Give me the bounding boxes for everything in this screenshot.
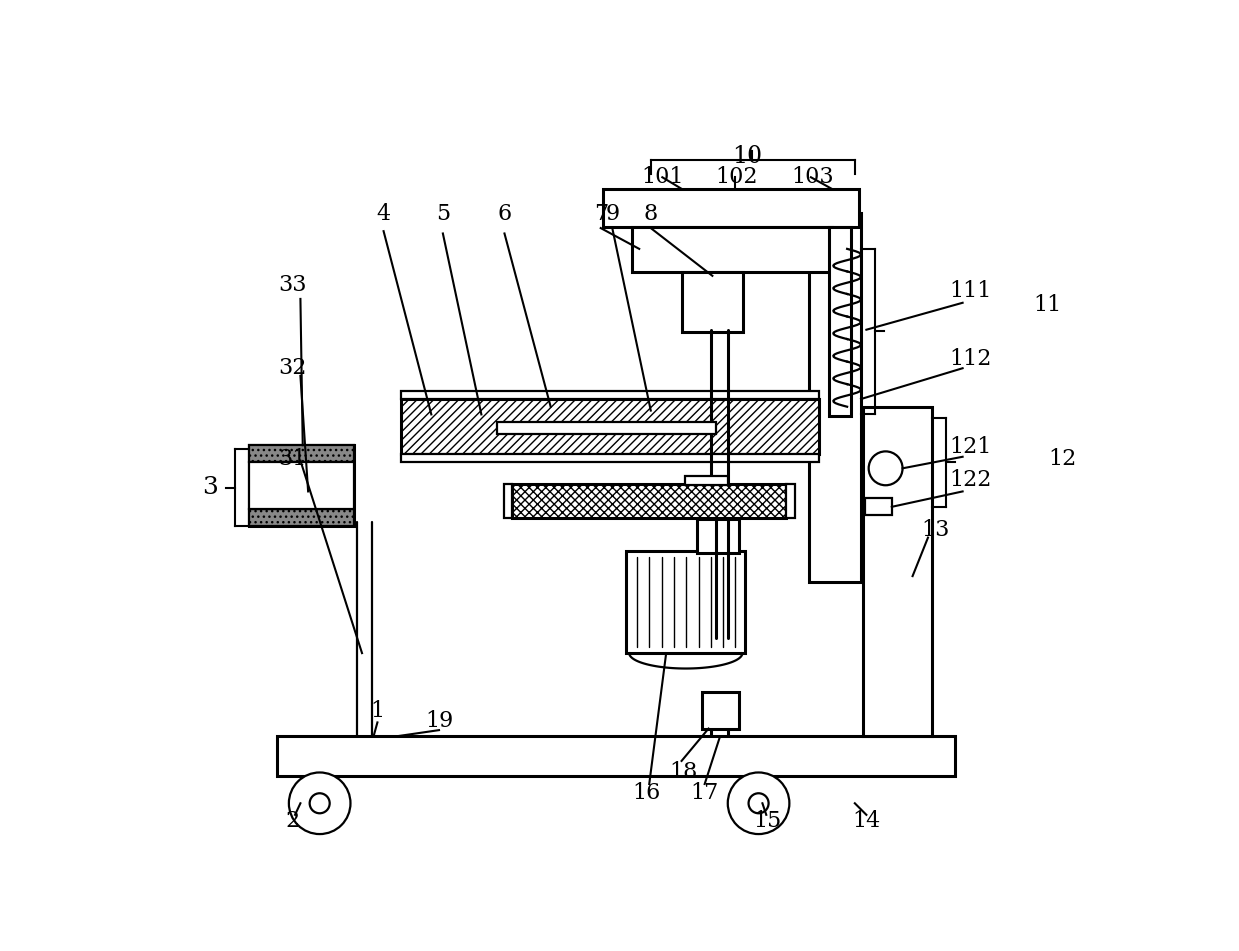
Text: 14: 14	[852, 810, 881, 832]
Bar	[603, 189, 859, 227]
Bar	[862, 407, 932, 736]
Text: 31: 31	[279, 448, 307, 470]
Circle shape	[289, 772, 351, 834]
Bar	[400, 455, 819, 462]
Text: 11: 11	[1033, 294, 1062, 316]
Text: 101: 101	[641, 166, 684, 188]
Text: 5: 5	[436, 204, 450, 225]
Text: 10: 10	[732, 145, 762, 168]
Bar	[278, 736, 955, 776]
Bar	[626, 552, 746, 653]
Text: 13: 13	[922, 519, 950, 541]
Bar	[497, 422, 716, 435]
Text: 16: 16	[633, 783, 662, 805]
Bar	[249, 445, 354, 526]
Text: 4: 4	[377, 204, 390, 225]
Text: 102: 102	[716, 166, 758, 188]
Circle shape	[748, 793, 768, 813]
Text: 32: 32	[279, 358, 307, 379]
Text: 7: 7	[593, 204, 608, 225]
Bar	[400, 399, 819, 455]
Bar	[400, 391, 819, 399]
Bar	[249, 445, 354, 462]
Text: 19: 19	[425, 709, 453, 732]
Bar	[249, 462, 354, 509]
Bar	[705, 409, 733, 423]
Bar	[809, 213, 861, 582]
Text: 121: 121	[949, 436, 991, 457]
Text: 1: 1	[370, 700, 384, 722]
Text: 2: 2	[286, 810, 300, 832]
Bar	[249, 509, 354, 526]
Circle shape	[310, 793, 330, 813]
Bar	[632, 227, 831, 272]
Bar	[829, 227, 851, 416]
Text: 15: 15	[753, 810, 782, 832]
Text: 12: 12	[1048, 448, 1077, 470]
Bar	[685, 476, 727, 485]
Circle shape	[727, 772, 789, 834]
Bar	[865, 497, 892, 514]
Bar	[786, 484, 794, 518]
Text: 33: 33	[279, 274, 307, 296]
Text: 9: 9	[605, 204, 620, 225]
Text: 112: 112	[949, 348, 991, 370]
Bar	[701, 691, 738, 728]
Text: 6: 6	[497, 204, 512, 225]
Text: 8: 8	[643, 204, 658, 225]
Text: 18: 18	[669, 762, 698, 784]
Bar	[681, 272, 743, 332]
Text: 111: 111	[949, 281, 991, 302]
Text: 17: 17	[690, 783, 719, 805]
Text: 122: 122	[949, 469, 991, 491]
Bar	[504, 484, 512, 518]
Bar	[698, 519, 740, 553]
Bar	[512, 484, 786, 518]
Text: 103: 103	[792, 166, 834, 188]
Circle shape	[869, 452, 902, 485]
Text: 3: 3	[202, 476, 218, 499]
